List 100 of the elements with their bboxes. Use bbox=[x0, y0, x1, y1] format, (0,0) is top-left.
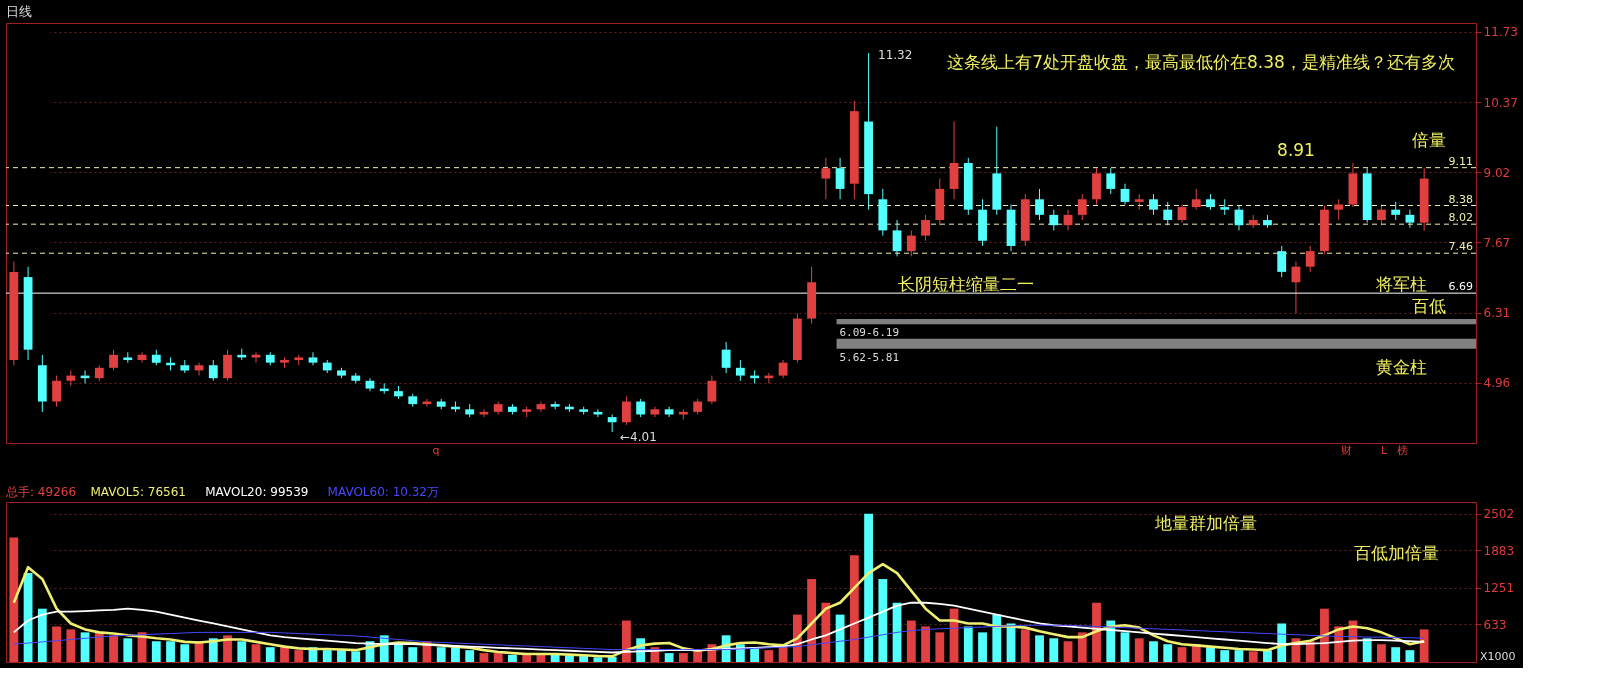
ref-line-label: 8.38 bbox=[1448, 192, 1473, 206]
y-tick-label: 6.31 bbox=[1483, 306, 1511, 321]
candlestick bbox=[636, 398, 646, 418]
bar bbox=[66, 629, 76, 662]
bar bbox=[337, 650, 346, 662]
bar bbox=[151, 641, 161, 662]
bar bbox=[123, 638, 133, 662]
y-tick-label: 2502 bbox=[1483, 507, 1515, 522]
text: MAVOL5: 76561 bbox=[90, 485, 186, 499]
bar bbox=[1035, 635, 1044, 662]
y-tick-label: 633 bbox=[1483, 617, 1507, 632]
bar bbox=[807, 579, 817, 662]
bar bbox=[1362, 638, 1372, 662]
bar bbox=[436, 647, 446, 662]
y-tick-label: 10.37 bbox=[1483, 95, 1518, 110]
candlestick bbox=[223, 349, 232, 382]
bar bbox=[978, 632, 987, 662]
bar bbox=[1120, 632, 1130, 662]
ref-line-label: 9.11 bbox=[1448, 154, 1473, 168]
candlestick bbox=[1405, 209, 1415, 229]
candlestick bbox=[1163, 201, 1173, 226]
text: L bbox=[1380, 444, 1388, 457]
chart-title: 日线 bbox=[5, 4, 32, 19]
candlestick bbox=[1277, 245, 1287, 278]
y-tick-label: 11.73 bbox=[1483, 25, 1518, 40]
annotation: 11.32 bbox=[878, 48, 913, 62]
bar bbox=[1049, 638, 1059, 662]
candlestick bbox=[621, 395, 631, 426]
text: 总手: 49266 bbox=[5, 485, 77, 499]
bar bbox=[280, 647, 289, 662]
text: q bbox=[432, 444, 440, 457]
candlestick bbox=[1305, 245, 1315, 273]
bar bbox=[864, 513, 873, 662]
bar bbox=[1391, 647, 1401, 662]
y-tick-label: 4.96 bbox=[1483, 376, 1511, 391]
bar bbox=[1405, 650, 1415, 662]
bar bbox=[109, 635, 118, 662]
annotation: 8.91 bbox=[1277, 140, 1315, 160]
bar bbox=[764, 650, 774, 662]
bar bbox=[294, 650, 304, 662]
candlestick bbox=[921, 214, 930, 242]
text: MAVOL20: 99539 bbox=[205, 485, 309, 499]
bar bbox=[9, 537, 19, 662]
annotation: 地量群加倍量 bbox=[1154, 513, 1257, 533]
annotation: 百低加倍量 bbox=[1353, 543, 1439, 563]
text: 财 bbox=[1340, 444, 1352, 457]
candlestick bbox=[906, 229, 916, 257]
bar bbox=[1263, 650, 1272, 662]
bar bbox=[351, 651, 361, 662]
bar bbox=[408, 647, 418, 662]
bar bbox=[52, 626, 61, 662]
candlestick bbox=[109, 349, 118, 371]
bar bbox=[550, 654, 560, 662]
annotation: 倍量 bbox=[1412, 130, 1446, 150]
band-label: 5.62-5.81 bbox=[839, 350, 900, 364]
bar bbox=[878, 579, 888, 662]
candlestick bbox=[650, 406, 660, 418]
bar bbox=[1020, 629, 1030, 662]
bar bbox=[1320, 608, 1329, 662]
bar bbox=[921, 626, 930, 662]
candlestick bbox=[735, 359, 745, 382]
candlestick bbox=[52, 375, 61, 408]
candlestick bbox=[1177, 203, 1187, 224]
candlestick bbox=[1106, 167, 1116, 195]
candlestick bbox=[1077, 193, 1087, 221]
bar bbox=[992, 614, 1002, 662]
text: X1000 bbox=[1480, 650, 1516, 663]
candlestick bbox=[892, 219, 902, 257]
bar bbox=[451, 647, 460, 662]
bar bbox=[166, 641, 175, 662]
y-tick-label: 1883 bbox=[1483, 543, 1515, 558]
candlestick bbox=[664, 406, 674, 418]
bar bbox=[394, 644, 403, 662]
bar bbox=[935, 632, 945, 662]
annotation: 将军柱 bbox=[1374, 274, 1427, 294]
bar bbox=[1077, 632, 1087, 662]
candlestick bbox=[1149, 193, 1158, 216]
y-tick-label: 9.02 bbox=[1483, 165, 1511, 180]
y-tick-label: 1251 bbox=[1483, 581, 1515, 596]
candlestick bbox=[1191, 188, 1201, 211]
candlestick bbox=[308, 351, 318, 366]
bar bbox=[493, 653, 503, 662]
bar bbox=[1163, 644, 1173, 662]
line-series bbox=[13, 624, 1425, 651]
bar bbox=[180, 644, 190, 662]
bar bbox=[906, 620, 916, 662]
candlestick bbox=[208, 359, 218, 382]
bar bbox=[265, 647, 275, 662]
bar bbox=[664, 653, 674, 662]
bar bbox=[465, 650, 475, 662]
bar bbox=[1177, 647, 1187, 662]
candlestick bbox=[1334, 198, 1344, 221]
y-tick-label: 7.67 bbox=[1483, 235, 1511, 250]
band-label: 6.09-6.19 bbox=[839, 326, 900, 340]
bar bbox=[508, 654, 517, 662]
candlestick bbox=[1391, 201, 1401, 221]
bar bbox=[479, 653, 489, 662]
text: MAVOL60: 10.32万 bbox=[327, 485, 440, 499]
annotation: 黄金柱 bbox=[1375, 357, 1427, 377]
annotation: 百低 bbox=[1412, 296, 1446, 316]
